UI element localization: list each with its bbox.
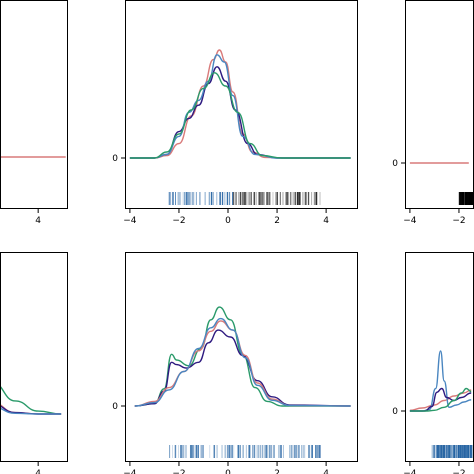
axes-frame [405, 0, 474, 209]
x-tick-label: −4 [403, 469, 417, 474]
x-tick-label: 4 [35, 469, 41, 474]
subplot-top-left: 4 [0, 0, 68, 226]
subplot-bottom-left: 4 [0, 252, 68, 474]
series-line-2 [129, 54, 351, 159]
series-line-3 [129, 72, 351, 159]
x-tick-label: −4 [123, 216, 137, 226]
subplot-top-right: −4 −2 0 [392, 0, 474, 226]
series-line-1 [0, 403, 62, 415]
plot-area [0, 385, 62, 415]
x-tick-label: −4 [403, 216, 417, 226]
axes-frame [125, 252, 358, 462]
y-tick-label: 0 [392, 407, 398, 417]
series-line-2 [0, 404, 62, 415]
subplot-bottom-center: −4 −2 0 2 4 0 [112, 252, 358, 474]
y-tick-label: 0 [392, 159, 398, 169]
x-tick-label: 4 [35, 216, 41, 226]
series-line-3 [134, 317, 351, 407]
series-line-3 [409, 387, 472, 412]
y-tick-label: 0 [112, 402, 118, 412]
x-tick-label: −2 [452, 216, 465, 226]
plot-area [129, 49, 351, 205]
x-tick-label: −4 [123, 469, 137, 474]
x-tick-label: 2 [274, 216, 280, 226]
series-line-0 [129, 49, 351, 159]
subplot-bottom-right: −4 −2 0 [392, 252, 474, 474]
series-line-2 [134, 320, 351, 407]
series-line-1 [134, 329, 351, 407]
x-tick-label: −2 [452, 469, 465, 474]
x-tick-label: 0 [225, 216, 231, 226]
x-tick-label: 4 [323, 469, 329, 474]
axes-frame [0, 252, 68, 462]
series-line-1 [129, 66, 351, 159]
plot-area [409, 350, 474, 458]
x-tick-label: −2 [172, 469, 185, 474]
plot-area [0, 156, 66, 158]
x-tick-label: 4 [323, 216, 329, 226]
series-line-0 [409, 389, 472, 411]
x-tick-label: 0 [225, 469, 231, 474]
series-line-2 [409, 387, 472, 412]
axes-frame [0, 0, 68, 209]
axes-frame [125, 0, 358, 209]
plot-area [134, 306, 351, 458]
x-tick-label: 2 [274, 469, 280, 474]
x-tick-label: −2 [172, 216, 185, 226]
series-line-0 [0, 385, 62, 415]
plot-area [409, 162, 474, 205]
series-line-3 [0, 407, 62, 415]
y-tick-label: 0 [112, 154, 118, 164]
subplot-top-center: −4 −2 0 2 4 0 [112, 0, 358, 226]
